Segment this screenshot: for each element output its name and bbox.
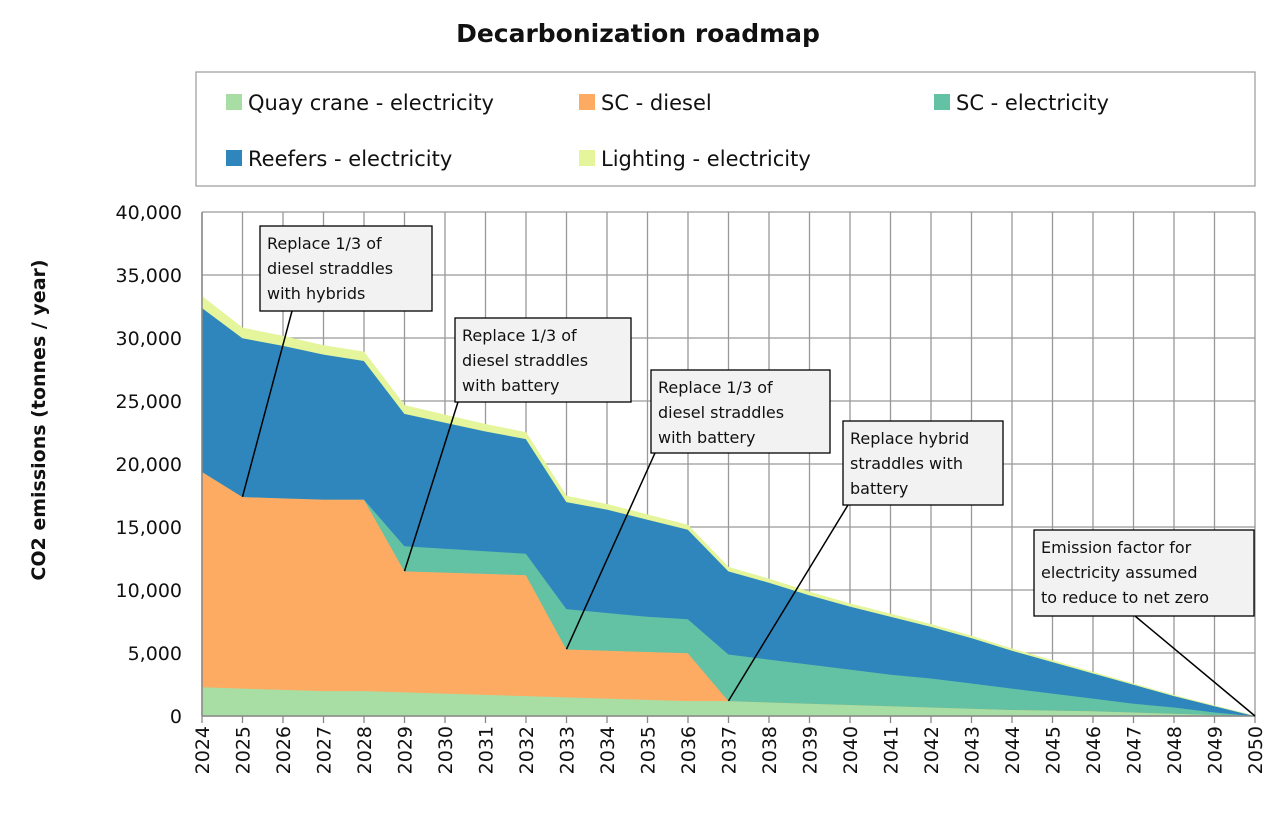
x-tick-label: 2037 — [719, 726, 741, 774]
callout-box — [842, 420, 1004, 506]
y-tick-label: 15,000 — [116, 517, 182, 539]
legend-box — [195, 71, 1256, 187]
legend-swatch — [579, 94, 595, 110]
x-tick-label: 2031 — [476, 726, 498, 774]
legend-label: Reefers - electricity — [248, 147, 452, 171]
y-tick-label: 10,000 — [116, 580, 182, 602]
x-tick-label: 2032 — [516, 726, 538, 774]
x-tick-label: 2027 — [314, 726, 336, 774]
callout-text: Replace 1/3 of — [267, 234, 382, 253]
callout-text: with battery — [658, 428, 755, 447]
x-tick-label: 2024 — [192, 726, 214, 774]
chart-title: Decarbonization roadmap — [456, 19, 820, 48]
callout-text: Emission factor for — [1041, 538, 1192, 557]
x-tick-label: 2047 — [1124, 726, 1146, 774]
annotation-callout: Replace hybrid straddles with battery — [727, 420, 1004, 702]
callout-text: diesel straddles — [658, 403, 784, 422]
callout-text: battery — [850, 479, 908, 498]
x-tick-label: 2040 — [840, 726, 862, 774]
y-tick-label: 30,000 — [116, 328, 182, 350]
x-tick-label: 2050 — [1245, 726, 1267, 774]
callout-text: electricity assumed — [1041, 563, 1198, 582]
x-tick-label: 2033 — [557, 726, 579, 774]
y-tick-label: 25,000 — [116, 391, 182, 413]
legend-swatch — [579, 150, 595, 166]
annotation-callout: Replace 1/3 of diesel straddles with batte… — [565, 369, 831, 650]
areas — [201, 295, 1256, 717]
legend-swatch — [934, 94, 950, 110]
callout-text: to reduce to net zero — [1041, 588, 1209, 607]
x-tick-label: 2036 — [678, 726, 700, 774]
x-tick-label: 2045 — [1043, 726, 1065, 774]
x-tick-label: 2035 — [638, 726, 660, 774]
legend-label: SC - diesel — [601, 91, 712, 115]
x-tick-label: 2034 — [597, 726, 619, 774]
callout-leader-line — [403, 401, 459, 572]
x-tick-label: 2039 — [800, 726, 822, 774]
axes: 0 5,000 10,000 15,000 20,000 25,000 30,000 35,0… — [116, 202, 1267, 774]
callout-text: diesel straddles — [267, 259, 393, 278]
callout-leader-line — [727, 504, 849, 702]
callout-leader-line — [241, 310, 293, 497]
x-tick-label: 2030 — [435, 726, 457, 774]
x-tick-label: 2046 — [1083, 726, 1105, 774]
x-tick-label: 2026 — [273, 726, 295, 774]
y-tick-label: 40,000 — [116, 202, 182, 224]
callout-text: Replace hybrid — [850, 429, 969, 448]
legend-swatch — [226, 94, 242, 110]
callout-text: diesel straddles — [462, 351, 588, 370]
annotation-callout: Replace 1/3 of diesel straddles with batte… — [403, 317, 632, 572]
x-tick-label: 2044 — [1002, 726, 1024, 774]
x-tick-label: 2041 — [881, 726, 903, 774]
y-tick-label: 20,000 — [116, 454, 182, 476]
x-tick-label: 2029 — [395, 726, 417, 774]
legend: Quay crane - electricity SC - diesel SC - … — [226, 91, 1109, 171]
callout-text: with hybrids — [267, 284, 365, 303]
callout-text: with battery — [462, 376, 559, 395]
y-tick-label: 5,000 — [128, 643, 182, 665]
x-tick-label: 2025 — [233, 726, 255, 774]
x-tick-label: 2043 — [962, 726, 984, 774]
y-tick-label: 35,000 — [116, 265, 182, 287]
annotation-callout: Replace 1/3 of diesel straddles with hybri… — [241, 225, 433, 497]
x-tick-label: 2048 — [1164, 726, 1186, 774]
callout-leader-line — [565, 452, 656, 650]
callout-text: straddles with — [850, 454, 963, 473]
callout-box — [259, 225, 433, 312]
x-tick-label: 2049 — [1205, 726, 1227, 774]
callout-text: Replace 1/3 of — [462, 326, 577, 345]
callout-box — [1033, 529, 1255, 617]
y-axis-label: CO2 emissions (tonnes / year) — [28, 259, 50, 580]
callout-leader-line — [1134, 615, 1256, 717]
legend-label: Quay crane - electricity — [248, 91, 494, 115]
annotation-callout: Emission factor for electricity assumed to… — [1033, 529, 1256, 717]
annotations: Replace 1/3 of diesel straddles with hybri… — [241, 225, 1256, 717]
area-lighting-electricity — [201, 295, 1256, 717]
callout-text: Replace 1/3 of — [658, 378, 773, 397]
y-tick-label: 0 — [170, 706, 182, 728]
x-tick-label: 2028 — [354, 726, 376, 774]
callout-box — [650, 369, 831, 454]
callout-box — [454, 317, 632, 403]
legend-swatch — [226, 150, 242, 166]
legend-label: Lighting - electricity — [601, 147, 811, 171]
x-tick-label: 2038 — [759, 726, 781, 774]
x-tick-label: 2042 — [921, 726, 943, 774]
legend-label: SC - electricity — [956, 91, 1109, 115]
